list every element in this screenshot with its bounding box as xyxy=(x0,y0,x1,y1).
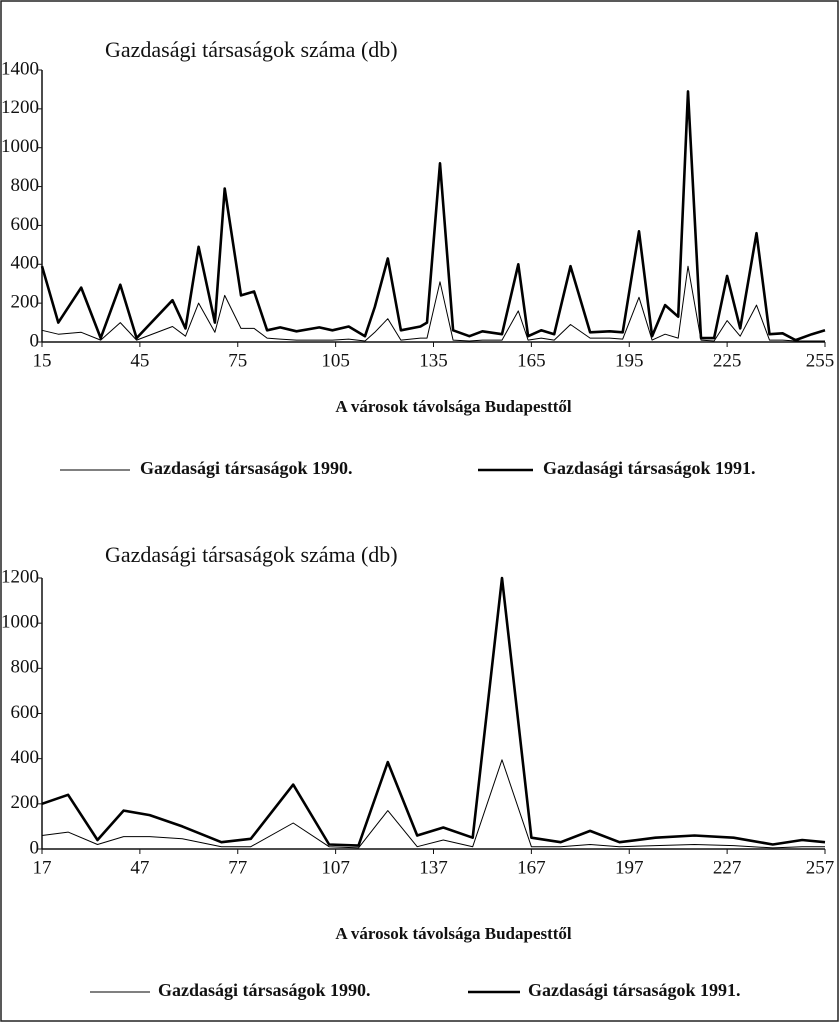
y-tick-label: 800 xyxy=(11,175,40,196)
legend-label: Gazdasági társaságok 1991. xyxy=(543,458,756,478)
x-tick-label: 75 xyxy=(228,350,247,371)
x-tick-label: 255 xyxy=(806,350,835,371)
y-tick-label: 1000 xyxy=(1,612,39,633)
x-tick-label: 197 xyxy=(615,857,644,878)
y-tick-label: 200 xyxy=(11,792,40,813)
x-tick-label: 137 xyxy=(419,857,448,878)
x-tick-label: 225 xyxy=(713,350,742,371)
x-tick-label: 45 xyxy=(130,350,149,371)
y-tick-label: 1400 xyxy=(1,58,39,79)
x-tick-label: 135 xyxy=(419,350,448,371)
x-tick-label: 17 xyxy=(33,857,52,878)
x-axis-title: A városok távolsága Budapesttől xyxy=(335,397,572,416)
chart-title: Gazdasági társaságok száma (db) xyxy=(105,37,398,62)
legend-label: Gazdasági társaságok 1990. xyxy=(158,980,371,1000)
x-axis-title: A városok távolsága Budapesttől xyxy=(335,924,572,943)
legend-label: Gazdasági társaságok 1990. xyxy=(140,458,353,478)
x-tick-label: 165 xyxy=(517,350,546,371)
x-tick-label: 47 xyxy=(130,857,149,878)
x-tick-label: 257 xyxy=(806,857,835,878)
y-tick-label: 1200 xyxy=(1,97,39,118)
legend-label: Gazdasági társaságok 1991. xyxy=(528,980,741,1000)
series-line xyxy=(40,90,826,342)
y-tick-label: 600 xyxy=(11,702,40,723)
series-line xyxy=(41,265,825,342)
x-tick-label: 77 xyxy=(228,857,247,878)
series-line xyxy=(41,759,825,849)
y-tick-label: 0 xyxy=(30,837,40,858)
y-tick-label: 600 xyxy=(11,214,40,235)
chart-title: Gazdasági társaságok száma (db) xyxy=(105,542,398,567)
y-tick-label: 1000 xyxy=(1,136,39,157)
y-tick-label: 0 xyxy=(30,330,40,351)
y-tick-label: 800 xyxy=(11,657,40,678)
y-tick-label: 400 xyxy=(11,747,40,768)
series-line xyxy=(41,576,826,847)
y-tick-label: 1200 xyxy=(1,566,39,587)
x-tick-label: 105 xyxy=(321,350,350,371)
x-tick-label: 227 xyxy=(713,857,742,878)
y-tick-label: 400 xyxy=(11,253,40,274)
x-tick-label: 107 xyxy=(321,857,350,878)
x-tick-label: 195 xyxy=(615,350,644,371)
x-tick-label: 167 xyxy=(517,857,546,878)
x-tick-label: 15 xyxy=(33,350,52,371)
y-tick-label: 200 xyxy=(11,292,40,313)
